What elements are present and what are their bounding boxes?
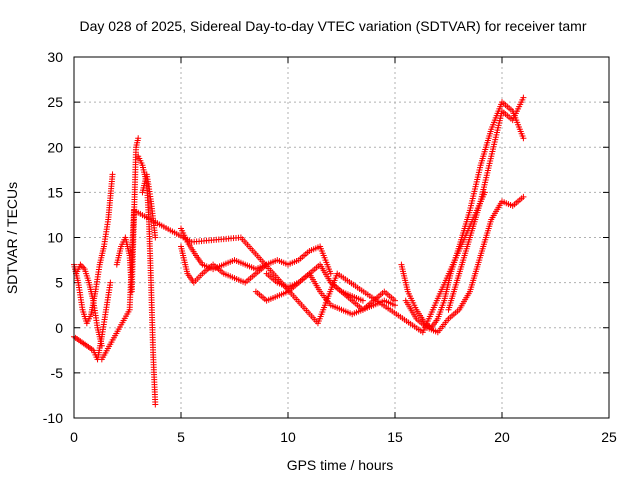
data-point xyxy=(520,94,527,101)
data-point xyxy=(359,297,366,304)
series-trace-l xyxy=(398,99,527,331)
y-tick-label: 10 xyxy=(47,230,63,246)
x-tick-label: 10 xyxy=(280,429,296,445)
plot-frame xyxy=(73,56,610,419)
y-tick-label: 15 xyxy=(47,184,63,200)
y-tick-label: 30 xyxy=(47,49,63,65)
x-tick-label: 0 xyxy=(70,429,78,445)
x-tick-label: 25 xyxy=(601,429,617,445)
series-trace-m xyxy=(402,193,527,336)
data-point xyxy=(481,189,488,196)
y-tick-label: -10 xyxy=(43,410,63,426)
y-tick-label: 5 xyxy=(55,275,63,291)
x-tick-label: 5 xyxy=(177,429,185,445)
series-trace-c xyxy=(73,261,105,349)
data-point xyxy=(109,171,116,178)
x-axis-label: GPS time / hours xyxy=(287,457,394,473)
data-points xyxy=(71,94,527,408)
data-point xyxy=(392,302,398,309)
x-tick-label: 15 xyxy=(387,429,403,445)
data-point xyxy=(520,135,527,142)
data-point xyxy=(135,135,142,142)
data-point xyxy=(327,270,334,277)
data-point xyxy=(152,401,159,408)
data-point xyxy=(152,234,159,241)
x-tick-label: 20 xyxy=(494,429,510,445)
data-point xyxy=(98,342,105,349)
y-axis-label: SDTVAR / TECUs xyxy=(4,182,20,294)
series-outliers xyxy=(98,189,488,363)
chart-title: Day 028 of 2025, Sidereal Day-to-day VTE… xyxy=(79,18,586,34)
data-point xyxy=(520,193,527,200)
y-tick-label: 25 xyxy=(47,94,63,110)
y-tick-label: 20 xyxy=(47,139,63,155)
y-tick-label: -5 xyxy=(51,365,64,381)
y-tick-label: 0 xyxy=(55,320,63,336)
y-axis-ticks: -10 -5 0 5 10 15 20 25 30 xyxy=(43,49,609,426)
series-trace-d xyxy=(113,135,142,295)
data-point xyxy=(107,279,114,286)
